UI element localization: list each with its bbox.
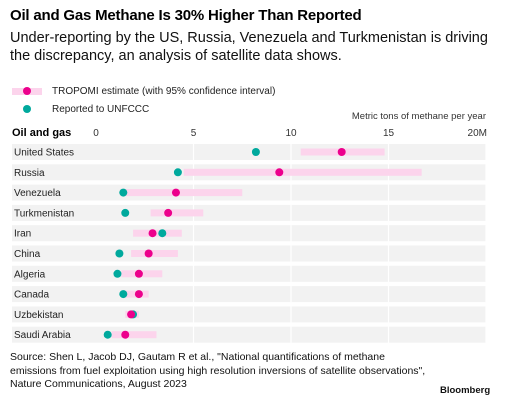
unfccc-point	[158, 229, 167, 238]
x-tick-label: 20M	[468, 128, 487, 139]
unfccc-point	[119, 188, 128, 197]
row-band	[12, 184, 486, 201]
category-label: Turkmenistan	[14, 208, 74, 219]
ci-bar	[133, 229, 182, 237]
row-band	[12, 245, 486, 262]
legend-dot-tropomi	[23, 87, 31, 95]
row-header: Oil and gas	[12, 127, 71, 139]
brand-logo: Bloomberg	[440, 385, 491, 396]
row-band	[12, 225, 486, 242]
row-band	[12, 144, 486, 160]
category-label: Iran	[14, 229, 31, 240]
tropomi-point	[275, 168, 284, 177]
legend-item-unfccc: Reported to UNFCCC	[12, 102, 149, 116]
tropomi-point	[121, 330, 130, 339]
legend-item-tropomi: TROPOMI estimate (with 95% confidence in…	[12, 84, 275, 98]
tropomi-point	[134, 290, 143, 299]
unfccc-point	[173, 168, 182, 177]
source-note: Source: Shen L, Jacob DJ, Gautam R et al…	[10, 351, 426, 390]
row-band	[12, 265, 486, 282]
category-label: Algeria	[14, 269, 46, 280]
ci-bar	[111, 331, 157, 339]
row-band	[12, 326, 486, 343]
legend-label-tropomi: TROPOMI estimate (with 95% confidence in…	[52, 85, 276, 97]
x-tick-label: 10	[285, 128, 297, 139]
category-label: Saudi Arabia	[14, 330, 71, 341]
tropomi-point	[164, 208, 173, 217]
unfccc-point	[103, 330, 112, 339]
category-label: Venezuela	[14, 188, 61, 199]
legend-dot-unfccc	[23, 105, 31, 113]
tropomi-point	[337, 148, 346, 156]
legend-swatch-unfccc	[12, 102, 42, 116]
x-tick-label: 5	[191, 128, 197, 139]
chart-subtitle: Under-reporting by the US, Russia, Venez…	[10, 30, 488, 64]
unfccc-point	[113, 269, 122, 278]
tropomi-point	[134, 269, 143, 278]
category-labels: United States Russia Venezuela Turkmenistan…	[14, 148, 74, 342]
row-band	[12, 204, 486, 221]
x-tick-label: 15	[383, 128, 395, 139]
ci-bar	[121, 189, 243, 197]
ci-bar	[150, 209, 204, 217]
tropomi-point	[144, 249, 153, 258]
tropomi-point	[127, 310, 136, 319]
unfccc-point	[115, 249, 124, 258]
ci-bar	[183, 168, 422, 176]
row-bands	[12, 144, 486, 343]
row-band	[12, 306, 486, 323]
unfccc-point	[121, 208, 130, 217]
category-label: United States	[14, 148, 74, 159]
category-label: Uzbekistan	[14, 310, 63, 321]
x-tick-label: 0	[93, 128, 99, 139]
unfccc-point	[119, 290, 128, 299]
category-label: Canada	[14, 290, 49, 301]
chart-title: Oil and Gas Methane Is 30% Higher Than R…	[10, 7, 362, 24]
ci-bar	[131, 250, 178, 257]
tropomi-point	[171, 188, 180, 197]
category-label: China	[14, 249, 41, 260]
x-axis-label: Metric tons of methane per year	[352, 111, 486, 122]
x-axis-ticks: 0 5 10 15 20M	[93, 128, 487, 139]
chart-marks	[103, 148, 422, 339]
unfccc-point	[251, 148, 260, 156]
legend-swatch-tropomi	[12, 84, 42, 98]
tropomi-point	[148, 229, 157, 238]
category-label: Russia	[14, 168, 45, 179]
legend-label-unfccc: Reported to UNFCCC	[52, 103, 150, 115]
row-band	[12, 286, 486, 303]
